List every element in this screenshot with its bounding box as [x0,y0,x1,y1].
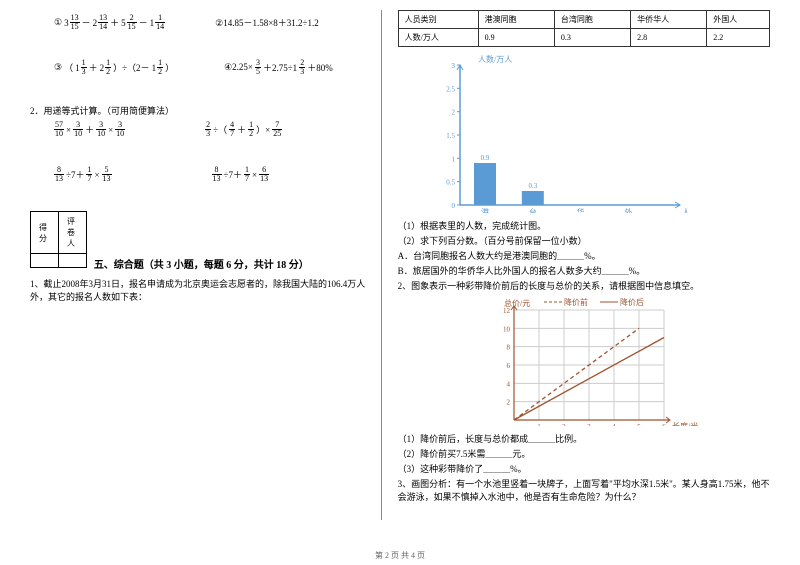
svg-text:2.5: 2.5 [446,85,455,93]
step2d: 813÷7＋ 17× 613 [212,166,270,183]
svg-text:人员类别: 人员类别 [682,207,688,213]
problem-1a: ① 31315 － 21314 ＋ 5215 － 1114 [54,14,165,31]
q2-text: 2、图象表示一种彩带降价前后的长度与总价的关系，请根据图中信息填空。 [398,279,770,292]
svg-text:10: 10 [503,325,511,333]
cell-v3: 2.8 [631,29,707,47]
line-chart: 12345624681012总价/元长度/米降价前降价后 [478,296,770,428]
svg-text:长度/米: 长度/米 [672,421,698,426]
svg-text:1: 1 [537,423,541,426]
svg-text:降价前: 降价前 [564,297,588,307]
step2-row-1: 5710× 310＋ 310× 310 23÷（ 47＋ 12）× 725 [54,121,373,138]
left-column: ① 31315 － 21314 ＋ 5215 － 1114 ②14.85－1.5… [30,10,382,520]
svg-text:港: 港 [481,207,489,213]
problem-1b: ②14.85－1.58×8＋31.2÷1.2 [215,16,319,29]
svg-text:人数/万人: 人数/万人 [478,54,512,64]
step2-label: 2．用递等式计算。（可用简便算法） [30,104,373,117]
step2c: 813÷7＋ 17× 513 [54,166,112,183]
step2a: 5710× 310＋ 310× 310 [54,121,125,138]
q1-2b: B．旅居国外的华侨华人比外国人的报名人数多大约＿＿＿%。 [398,264,770,277]
svg-text:4: 4 [506,380,510,388]
svg-text:2: 2 [451,109,455,117]
svg-text:12: 12 [503,307,511,315]
svg-text:台: 台 [528,207,536,213]
svg-text:2: 2 [506,399,510,407]
svg-text:0.9: 0.9 [480,154,489,162]
q3-text: 3、画图分析：有一个水池里竖着一块牌子，上面写着"平均水深1.5米"。某人身高1… [398,477,770,503]
q1-2a: A．台湾同胞报名人数大约是港澳同胞的＿＿＿%。 [398,249,770,262]
svg-text:6: 6 [662,423,666,426]
q2-3: （3）这种彩带降价了＿＿＿%。 [398,462,770,475]
svg-text:3: 3 [451,62,455,70]
q1-text: 1、截止2008年3月31日，报名申请成为北京奥运会志愿者的，除我国大陆的106… [30,277,373,303]
step2b: 23÷（ 47＋ 12）× 725 [205,121,282,138]
problem-row-1: ① 31315 － 21314 ＋ 5215 － 1114 ②14.85－1.5… [54,14,373,31]
cell-v4: 2.2 [707,29,770,47]
q1-2: （2）求下列百分数。（百分号前保留一位小数） [398,234,770,247]
bar-chart: 人数/万人32.521.510.500.9港澳同胞0.3台湾同胞华侨华人外国人人… [428,53,770,215]
q1-1: （1）根据表里的人数，完成统计图。 [398,219,770,232]
page-footer: 第 2 页 共 4 页 [0,550,800,561]
cell-v2: 0.3 [554,29,630,47]
right-column: 人员类别 港澳同胞 台湾同胞 华侨华人 外国人 人数/万人 0.9 0.3 2.… [394,10,770,520]
svg-text:6: 6 [506,362,510,370]
svg-text:降价后: 降价后 [620,297,644,307]
svg-text:0.3: 0.3 [528,182,537,190]
score-col1: 得分 [31,212,59,254]
problem-4: ④2.25× 35 ＋2.75÷1 23 ＋80% [224,59,333,76]
q2-2: （2）降价前买7.5米需＿＿＿元。 [398,447,770,460]
th-foreign: 外国人 [707,11,770,29]
svg-text:华: 华 [576,207,584,213]
svg-text:5: 5 [637,423,641,426]
step2-row-2: 813÷7＋ 17× 513 813÷7＋ 17× 613 [54,166,373,183]
table-row: 人数/万人 0.9 0.3 2.8 2.2 [398,29,769,47]
problem-3: ③ （ 113 ＋ 212 ）÷（2－ 112 ） [54,59,174,76]
th-tw: 台湾同胞 [554,11,630,29]
svg-text:外: 外 [624,207,632,213]
cell-v1: 0.9 [478,29,554,47]
score-table: 得分评卷人 [30,211,87,268]
row-label: 人数/万人 [398,29,478,47]
th-category: 人员类别 [398,11,478,29]
q2-1: （1）降价前后，长度与总价都成＿＿＿比例。 [398,432,770,445]
svg-text:1: 1 [451,155,455,163]
th-overseas: 华侨华人 [631,11,707,29]
th-hk: 港澳同胞 [478,11,554,29]
svg-text:1.5: 1.5 [446,132,455,140]
data-table: 人员类别 港澳同胞 台湾同胞 华侨华人 外国人 人数/万人 0.9 0.3 2.… [398,10,770,47]
svg-text:8: 8 [506,344,510,352]
problem-row-2: ③ （ 113 ＋ 212 ）÷（2－ 112 ） ④2.25× 35 ＋2.7… [54,59,373,76]
svg-text:0: 0 [451,202,455,210]
svg-text:3: 3 [587,423,591,426]
score-col2: 评卷人 [59,212,87,254]
svg-text:4: 4 [612,423,616,426]
table-row: 人员类别 港澳同胞 台湾同胞 华侨华人 外国人 [398,11,769,29]
svg-text:总价/元: 总价/元 [504,298,530,308]
svg-text:0.5: 0.5 [446,179,455,187]
svg-text:2: 2 [562,423,566,426]
